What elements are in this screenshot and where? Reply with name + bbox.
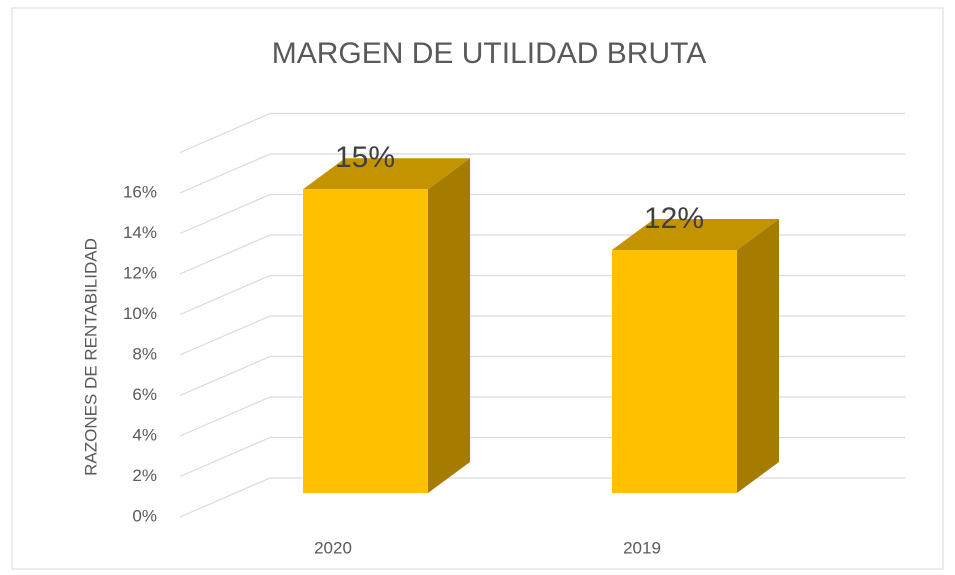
x-tick-label: 2019 [623, 538, 661, 557]
y-tick-label: 14% [123, 223, 157, 242]
grid-line [179, 355, 271, 397]
y-tick-label: 6% [132, 385, 157, 404]
grid-line [179, 477, 271, 518]
chart-frame [11, 7, 944, 570]
y-tick-label: 2% [132, 466, 157, 485]
bar-side [737, 219, 779, 493]
y-tick-label: 8% [132, 344, 157, 363]
bar-top [612, 219, 779, 250]
bar [303, 189, 428, 493]
y-tick-label: 10% [123, 304, 157, 323]
y-tick-label: 12% [123, 263, 157, 282]
grid-line [179, 274, 271, 316]
bar-side [428, 158, 470, 493]
data-label: 15% [335, 141, 395, 174]
bar [612, 250, 737, 493]
chart-title: MARGEN DE UTILIDAD BRUTA [272, 37, 707, 70]
data-label: 12% [644, 202, 704, 235]
y-tick-label: 4% [132, 425, 157, 444]
grid-line [179, 112, 271, 154]
grid-line [179, 315, 271, 356]
y-tick-label: 16% [123, 182, 157, 201]
y-axis-title: RAZONES DE RENTABILIDAD [81, 238, 100, 476]
y-tick-label: 0% [132, 506, 157, 525]
x-tick-label: 2020 [314, 538, 352, 557]
grid-line [179, 234, 271, 275]
grid-line [179, 153, 271, 194]
bar-top [303, 158, 470, 190]
grid-line [179, 193, 271, 235]
grid-line [179, 436, 271, 478]
grid-line [179, 396, 271, 437]
